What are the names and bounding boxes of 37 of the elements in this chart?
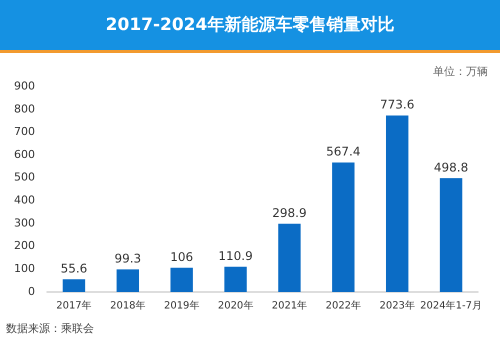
data-label: 498.8 (434, 160, 468, 174)
data-label: 106 (170, 250, 194, 264)
x-tick-label: 2020年 (218, 300, 254, 312)
x-tick-label: 2017年 (56, 300, 92, 312)
bar (440, 178, 462, 292)
bar (386, 115, 408, 292)
x-tick-label: 2024年1-7月 (420, 300, 482, 312)
bar (62, 279, 86, 292)
x-tick-label: 2018年 (110, 300, 146, 312)
y-tick-label: 700 (14, 125, 35, 138)
data-label: 99.3 (114, 251, 142, 266)
chart-title: 2017-2024年新能源车零售销量对比 (0, 0, 500, 53)
y-tick-label: 500 (14, 170, 35, 184)
y-tick-label: 0 (28, 284, 35, 298)
bar (116, 269, 140, 292)
x-tick-label: 2019年 (164, 300, 200, 312)
y-tick-label: 600 (14, 148, 35, 161)
data-label: 773.6 (380, 98, 414, 112)
data-label: 110.9 (218, 248, 253, 263)
y-tick-label: 400 (14, 194, 35, 207)
bar (278, 224, 301, 292)
y-tick-label: 100 (14, 262, 35, 276)
data-label: 55.6 (60, 261, 88, 276)
data-label: 298.9 (272, 206, 307, 220)
y-tick-label: 900 (14, 79, 35, 92)
y-tick-label: 200 (14, 239, 35, 252)
data-label: 567.4 (326, 144, 360, 159)
bar (332, 162, 355, 292)
text: 单位：万辆 (433, 64, 488, 79)
x-tick-label: 2023年 (379, 300, 415, 312)
y-tick-label: 300 (14, 216, 35, 230)
bar (170, 268, 193, 292)
x-tick-label: 2022年 (326, 300, 362, 312)
bar (224, 266, 247, 292)
source-note: 数据来源：乘联会 (6, 321, 94, 336)
y-tick-label: 800 (14, 102, 35, 116)
x-tick-label: 2021年 (272, 300, 308, 312)
